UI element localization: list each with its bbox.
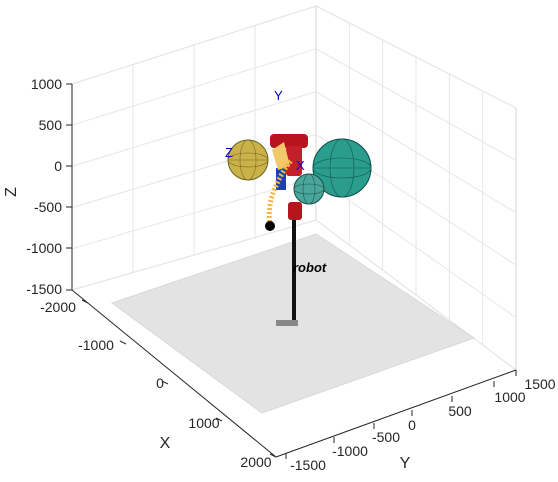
robot-trajectory (266, 158, 294, 227)
x-tick-label: -1000 (78, 337, 114, 353)
robot-base (276, 320, 298, 326)
z-tick-label: -500 (34, 199, 62, 215)
axes-lines (71, 84, 517, 458)
y-tick-label: 500 (448, 403, 472, 419)
frame-label-x: X (296, 158, 305, 173)
y-tick-label: 0 (408, 417, 416, 433)
z-tick-label: 1000 (31, 76, 62, 92)
y-tick-label: -1500 (290, 457, 326, 473)
z-tick-label: -1500 (26, 281, 62, 297)
robot-link (288, 202, 302, 220)
x-tick-label: -2000 (40, 299, 76, 315)
z-axis-label: Z (3, 187, 20, 197)
y-axis-label: Y (400, 455, 411, 472)
x-tick-label: 2000 (240, 454, 271, 470)
x-tick-label: 1000 (188, 415, 219, 431)
robot-pole (292, 214, 296, 324)
y-tick-label: -1000 (332, 443, 368, 459)
x-tick-label: 0 (156, 375, 164, 391)
z-tick-label: 500 (39, 117, 63, 133)
y-tick-label: 1000 (494, 389, 525, 405)
z-tick-label: 0 (54, 158, 62, 174)
trajectory-end-point (265, 221, 275, 231)
y-tick-label: -500 (372, 429, 400, 445)
y-tick-label: 1500 (524, 376, 555, 392)
sphere-right-small (293, 173, 325, 205)
tick-marks (66, 83, 517, 459)
robot-arm (265, 134, 308, 231)
sphere-right-large (312, 138, 372, 198)
frame-label-z: Z (225, 145, 233, 160)
frame-label-y: Y (274, 88, 283, 103)
robot-link (286, 146, 302, 176)
robot-gripper (272, 142, 290, 170)
robot-label: robot (293, 260, 327, 275)
z-tick-label: -1000 (26, 240, 62, 256)
x-axis-label: X (160, 435, 171, 452)
sphere-left (227, 139, 269, 181)
robot-link (270, 134, 308, 148)
